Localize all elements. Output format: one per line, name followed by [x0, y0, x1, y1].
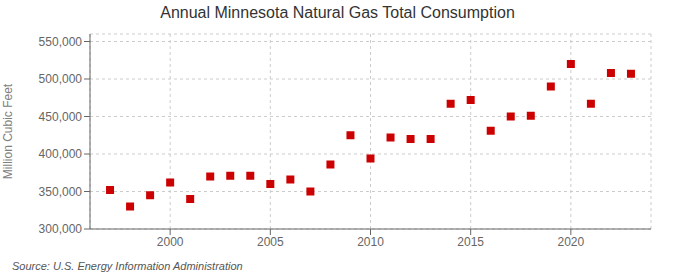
svg-text:300,000: 300,000 [39, 222, 83, 236]
svg-text:450,000: 450,000 [39, 110, 83, 124]
svg-text:350,000: 350,000 [39, 185, 83, 199]
svg-text:2015: 2015 [457, 235, 484, 249]
svg-text:500,000: 500,000 [39, 72, 83, 86]
svg-text:550,000: 550,000 [39, 35, 83, 49]
svg-text:2005: 2005 [257, 235, 284, 249]
html-text:Annual Minnesota Natural Gas T: Annual Minnesota Natural Gas Total Consu… [160, 4, 515, 21]
svg-text:2020: 2020 [558, 235, 585, 249]
svg-text:2000: 2000 [157, 235, 184, 249]
svg-text:2010: 2010 [357, 235, 384, 249]
svg-text:Million Cubic Feet: Million Cubic Feet [8, 83, 15, 179]
html-text:Source: U.S. Energy Informatio: Source: U.S. Energy Information Administ… [12, 260, 243, 272]
svg-text:400,000: 400,000 [39, 147, 83, 161]
